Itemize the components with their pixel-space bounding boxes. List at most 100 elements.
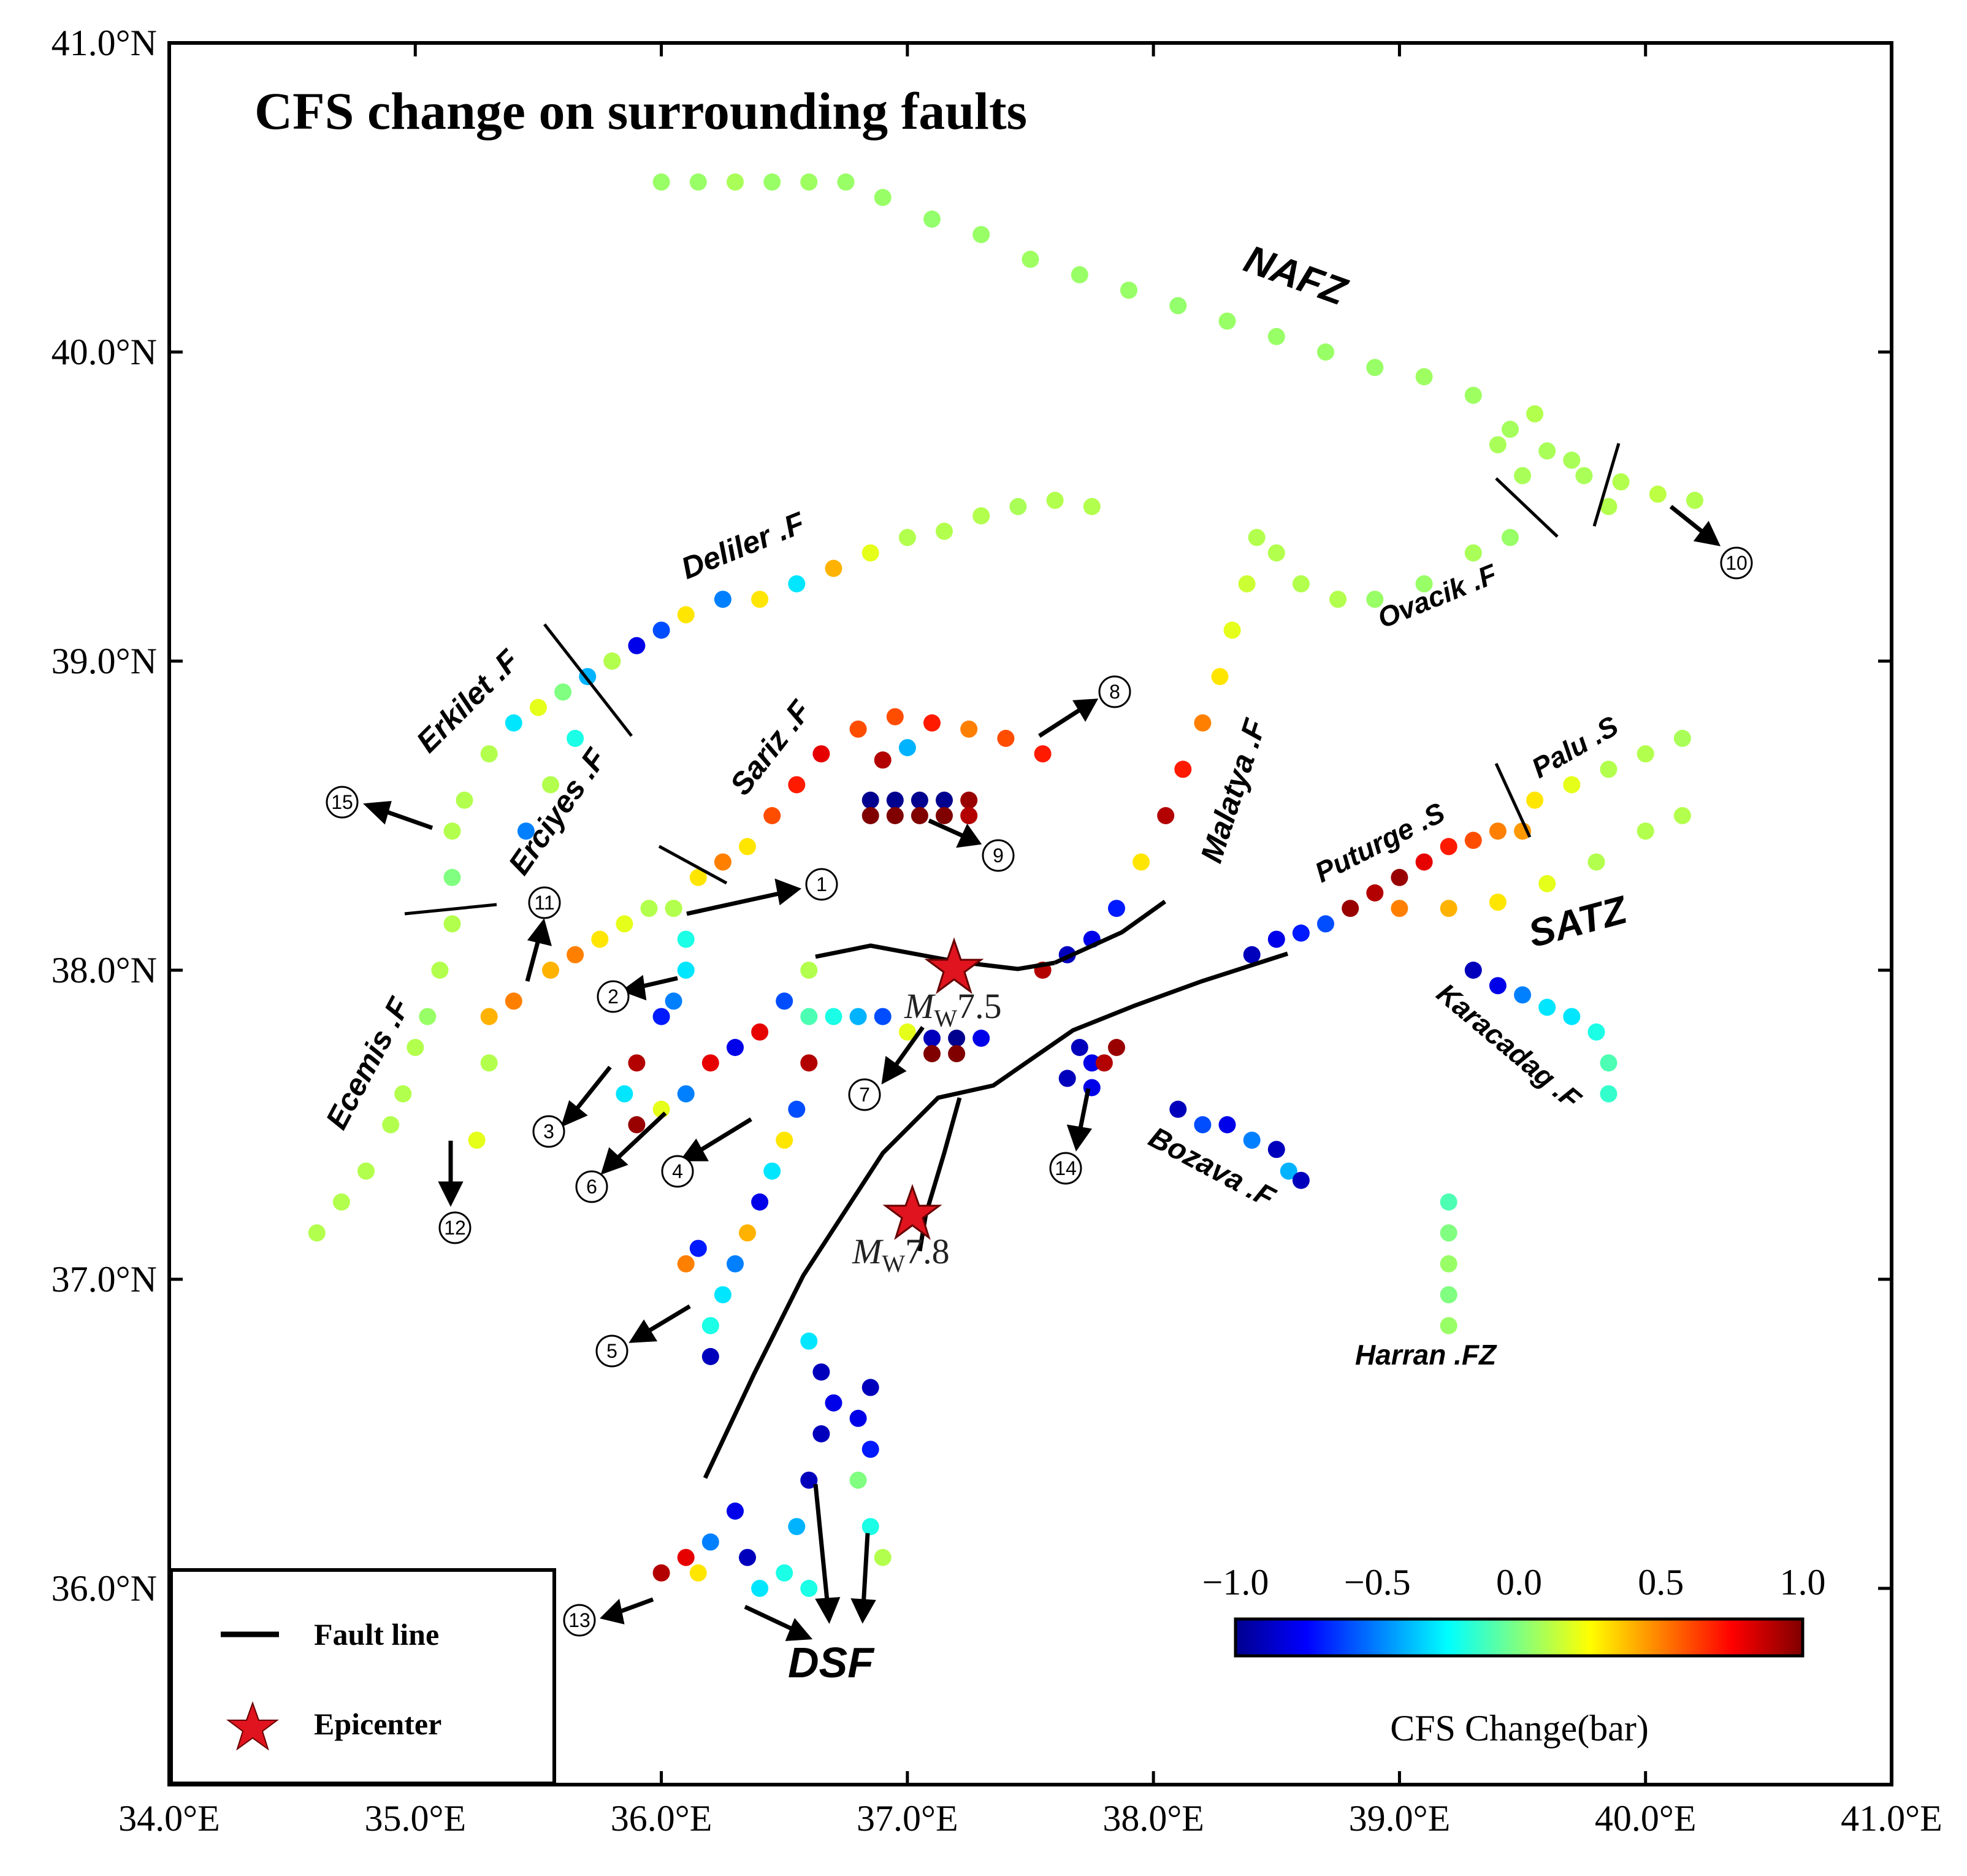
cfs-point-segment4_5 <box>677 1255 695 1273</box>
cfs-point-malatya <box>1329 591 1347 608</box>
cfs-point-puturge <box>1489 822 1507 840</box>
cfs-point-segment9 <box>936 807 953 824</box>
cfs-point-nafz <box>874 189 892 206</box>
marker-11: 11 <box>528 886 561 919</box>
cfs-point-ecemis <box>456 791 473 809</box>
cfs-point-nafz <box>1514 467 1532 484</box>
cfs-point-palu_satz <box>1637 745 1654 763</box>
cfs-point-harran <box>1440 1224 1457 1242</box>
cfs-point-nafz <box>1600 498 1618 515</box>
cfs-point-nafz <box>972 226 990 243</box>
svg-text:7: 7 <box>859 1084 870 1106</box>
svg-text:2: 2 <box>608 986 619 1008</box>
cfs-point-sariz <box>960 720 978 738</box>
arrow-10 <box>1669 505 1721 546</box>
cfs-point-segment2_3_6 <box>628 1116 646 1133</box>
cfs-point-harran <box>1440 1286 1457 1304</box>
cfs-point-segment4_5 <box>751 1193 769 1211</box>
x-tick-label: 34.0°E <box>118 1798 220 1839</box>
cfs-point-malatya <box>1194 714 1212 732</box>
cfs-point-malatya <box>1238 575 1256 592</box>
cfs-point-segment9 <box>861 807 879 824</box>
arrow-2 <box>621 974 678 1001</box>
boundary-ecemis <box>404 903 497 916</box>
cfs-point-nafz <box>1649 485 1667 503</box>
colorbar: −1.0 −0.5 0.0 0.5 1.0 CFS Change(bar) <box>1202 1562 1826 1748</box>
y-tick-label: 39.0°N <box>52 641 157 681</box>
cfs-point-sariz <box>788 776 806 794</box>
cfs-point-ecemis <box>443 822 461 840</box>
arrow-8 <box>1038 699 1099 738</box>
cfs-point-malatya <box>1132 853 1150 871</box>
cfs-point-dsf <box>874 1549 892 1566</box>
cfs-point-dsf <box>652 1564 670 1582</box>
cfs-point-palu_satz <box>1600 760 1618 778</box>
svg-text:6: 6 <box>586 1176 597 1198</box>
legend-epicenter-swatch <box>226 1701 279 1751</box>
cfs-point-nafz <box>923 210 941 228</box>
arrow-9 <box>928 818 982 848</box>
cfs-point-segment7 <box>948 1045 966 1063</box>
x-tick-label: 36.0°E <box>611 1798 712 1839</box>
cfs-point-segment2_3_6 <box>616 1085 633 1103</box>
cfs-point-deliler <box>898 529 916 546</box>
cfs-point-ecemis <box>332 1193 350 1211</box>
cfs-point-segment4_5 <box>739 1224 756 1242</box>
cfs-point-harran <box>1440 1317 1457 1334</box>
cfs-point-dsf <box>861 1518 879 1536</box>
y-tick-label: 38.0°N <box>52 950 157 990</box>
cfs-point-segment2_3_6 <box>800 962 818 979</box>
cfs-point-segment4_5 <box>763 1162 781 1180</box>
svg-text:9: 9 <box>993 844 1004 867</box>
cfs-point-segment14 <box>1108 1039 1125 1056</box>
epicenters: MW7.5 MW7.8 <box>852 937 1002 1277</box>
cfs-point-segment2_3_6 <box>665 900 682 917</box>
boundary-erkilet <box>543 623 633 737</box>
cfs-point-nafz <box>1218 312 1236 330</box>
cfs-point-sariz <box>763 807 781 824</box>
cfs-point-dsf <box>812 1425 830 1442</box>
cfs-point-segment14 <box>1095 1054 1113 1072</box>
cfs-point-erciyes <box>640 900 658 917</box>
cfs-point-erciyes <box>616 915 633 933</box>
arrow-dsf-1 <box>744 1604 813 1641</box>
marker-6: 6 <box>575 1170 608 1203</box>
cfs-point-segment4_5 <box>788 1100 806 1118</box>
cfs-point-palu_satz <box>1673 730 1691 747</box>
cfs-point-nafz <box>1120 281 1137 299</box>
cfs-point-palu_satz <box>1587 853 1605 871</box>
stress-arrows <box>363 505 1721 1641</box>
cfs-point-malatya <box>1366 591 1384 608</box>
arrow-dsf-3 <box>850 1533 876 1624</box>
cfs-point-erciyes <box>542 962 559 979</box>
cfs-point-nafz <box>1526 405 1544 423</box>
marker-8: 8 <box>1098 675 1131 708</box>
arrow-3 <box>560 1065 612 1128</box>
cfs-point-puturge <box>1366 884 1384 902</box>
cfs-point-karacadag <box>1489 977 1507 995</box>
cfs-point-deliler <box>652 621 670 639</box>
cfs-point-bozava <box>1194 1116 1212 1133</box>
arrow-5 <box>628 1304 691 1343</box>
cfs-point-segment9 <box>960 791 978 809</box>
cfs-point-puturge <box>1342 900 1359 917</box>
cfs-point-erciyes <box>591 930 609 948</box>
svg-text:13: 13 <box>568 1609 590 1631</box>
cfs-point-segment2_3_6 <box>677 962 695 979</box>
boundary-ovacik <box>1495 477 1559 538</box>
boundary-nafz <box>1592 443 1621 527</box>
cfs-point-segment7 <box>849 1008 867 1025</box>
marker-10: 10 <box>1720 546 1753 580</box>
svg-text:15: 15 <box>331 791 353 813</box>
cfs-point-sariz <box>886 708 904 726</box>
cfs-point-deliler <box>751 591 769 608</box>
y-tick-label: 40.0°N <box>52 332 157 372</box>
cfs-point-bozava <box>1267 1141 1285 1158</box>
cfs-point-nafz <box>1022 250 1039 268</box>
epicenter-star-mw75 <box>924 937 984 994</box>
arrow-14 <box>1066 1088 1093 1152</box>
x-tick-label: 38.0°E <box>1102 1798 1204 1839</box>
cfs-point-palu_satz <box>1637 822 1654 840</box>
cfs-point-ecemis <box>419 1008 437 1025</box>
cfs-point-satz_west <box>1317 915 1334 933</box>
